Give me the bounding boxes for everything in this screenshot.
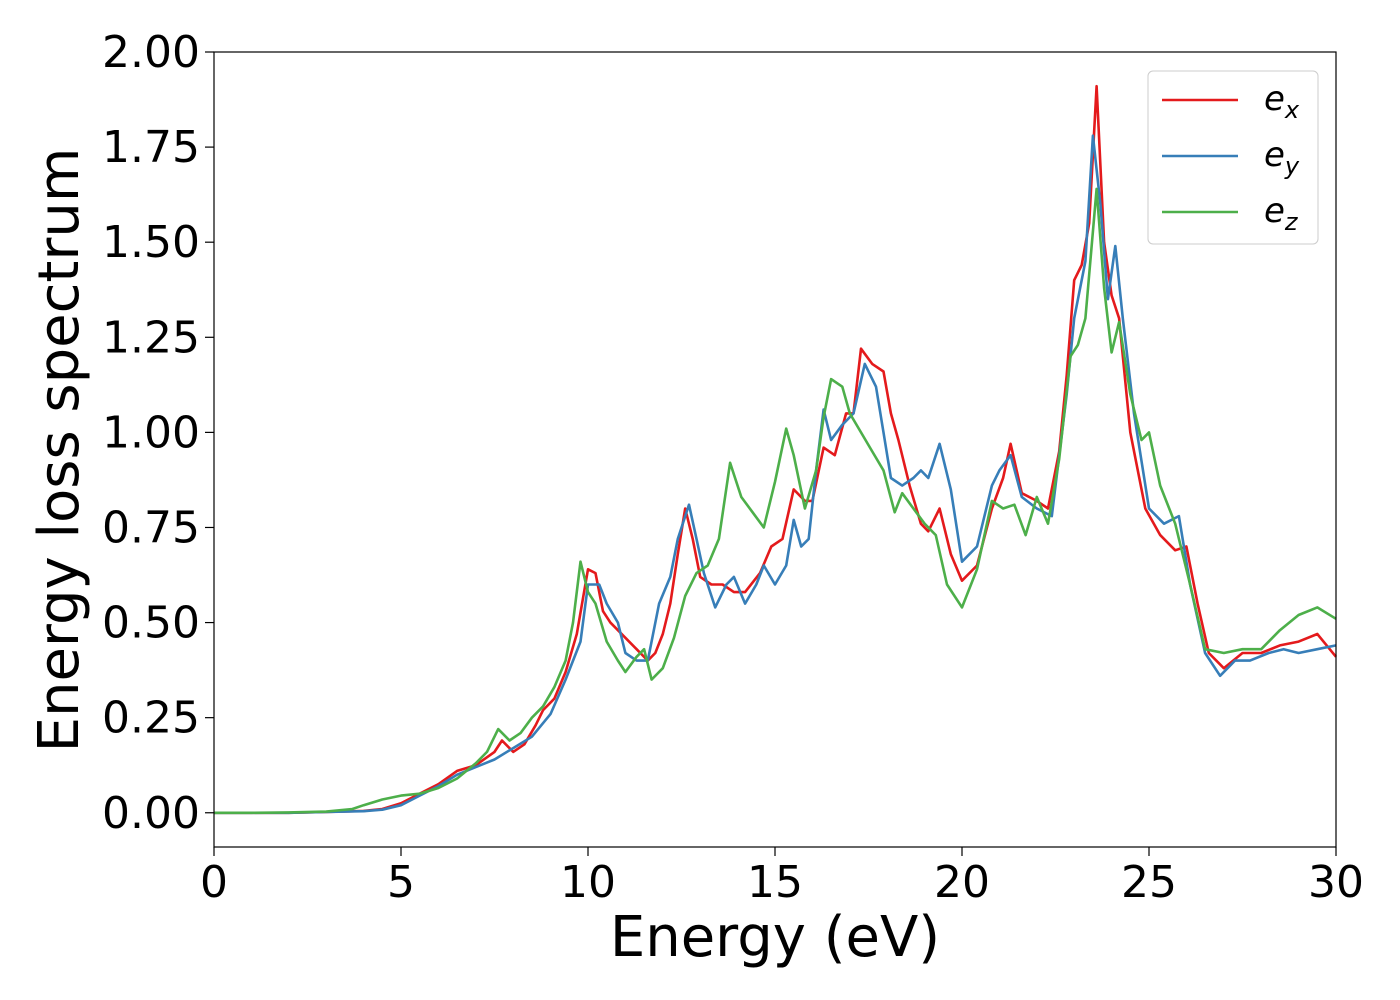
y-tick-label: 0.75 (102, 502, 200, 553)
y-tick-label: 1.75 (102, 122, 200, 173)
y-tick-label: 1.00 (102, 407, 200, 458)
y-axis: 0.00 0.25 0.50 0.75 1.00 1.25 1.50 1.75 2.00 (102, 27, 214, 839)
x-axis: 0 5 10 15 20 25 30 (200, 847, 1364, 908)
x-tick-label: 0 (200, 857, 228, 908)
x-tick-label: 10 (560, 857, 616, 908)
series-line-ez (214, 187, 1337, 815)
x-tick-label: 5 (387, 857, 415, 908)
x-tick-label: 15 (747, 857, 803, 908)
legend-label-ey: ey (1264, 135, 1300, 180)
y-tick-label: 0.25 (102, 693, 200, 744)
x-tick-label: 25 (1121, 857, 1177, 908)
series-line-ex (214, 84, 1338, 815)
series-line-ey (214, 134, 1337, 815)
legend-box (1147, 70, 1319, 245)
y-tick-label: 0.50 (102, 598, 200, 649)
x-tick-label: 30 (1308, 857, 1364, 908)
x-tick-label: 20 (934, 857, 990, 908)
legend: ex ey ez (1147, 70, 1319, 245)
y-tick-label: 0.00 (102, 788, 200, 839)
y-tick-label: 1.25 (102, 312, 200, 363)
y-tick-label: 2.00 (102, 27, 200, 78)
x-axis-label: Energy (eV) (610, 905, 940, 970)
legend-label-ez: ez (1264, 191, 1299, 236)
legend-label-ex: ex (1264, 79, 1300, 124)
y-axis-label: Energy loss spectrum (27, 148, 92, 753)
series-layer (214, 84, 1338, 815)
y-tick-label: 1.50 (102, 217, 200, 268)
